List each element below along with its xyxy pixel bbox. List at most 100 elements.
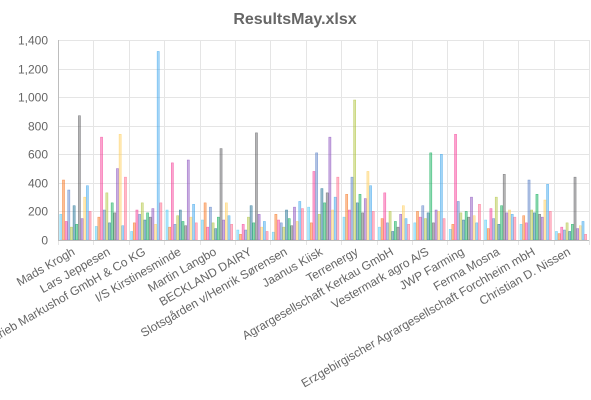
bar: [413, 222, 417, 241]
bar: [271, 231, 275, 241]
bar: [323, 202, 326, 241]
bar: [399, 214, 403, 241]
bar: [67, 189, 71, 241]
bar: [86, 185, 89, 241]
bar: [475, 222, 479, 241]
bar: [138, 214, 141, 241]
bar: [489, 208, 493, 241]
bar: [502, 174, 506, 241]
bar: [505, 212, 509, 241]
bar: [418, 216, 422, 241]
bar: [546, 184, 549, 241]
bar: [478, 204, 481, 241]
bar: [462, 219, 465, 241]
bar: [173, 224, 177, 241]
bar: [394, 221, 397, 241]
bar: [576, 228, 580, 241]
bar: [315, 152, 318, 241]
bar: [165, 209, 169, 241]
bar: [519, 224, 523, 241]
bar: [184, 225, 187, 241]
bar: [132, 222, 136, 241]
bar: [345, 194, 349, 241]
bar: [540, 216, 544, 241]
bar: [388, 211, 392, 241]
bar: [464, 211, 468, 241]
bar: [154, 224, 157, 241]
bar: [317, 214, 321, 241]
bar: [396, 226, 400, 241]
bar: [353, 99, 356, 241]
bar: [279, 222, 283, 241]
bar: [363, 198, 367, 241]
bar: [333, 196, 337, 241]
bar: [247, 216, 250, 241]
bar: [214, 228, 218, 241]
bar: [222, 219, 226, 241]
bar: [472, 215, 476, 241]
y-tick-label: 0: [41, 234, 48, 248]
bar: [325, 192, 329, 241]
bar: [424, 218, 427, 241]
bar: [404, 218, 408, 241]
bar: [571, 224, 574, 241]
bar: [148, 216, 152, 241]
bar: [64, 221, 68, 241]
y-tick-label: 1,000: [18, 91, 48, 105]
bar: [227, 215, 231, 241]
bar: [378, 226, 381, 241]
y-tick-label: 1,400: [18, 34, 48, 48]
bar: [263, 221, 266, 241]
bar: [348, 209, 351, 241]
bar: [494, 196, 498, 241]
bar: [59, 214, 63, 241]
bar: [189, 216, 193, 241]
bar: [371, 211, 375, 241]
bar: [391, 231, 395, 241]
y-axis-ticks: 0 200 400 600 800 1,000 1,200 1,400: [18, 34, 48, 248]
bar: [510, 214, 514, 241]
bar: [277, 219, 280, 241]
bar: [358, 194, 362, 241]
bar: [121, 225, 125, 241]
y-tick-label: 400: [28, 177, 48, 191]
bar: [274, 214, 278, 241]
bar: [535, 194, 539, 241]
bar: [249, 205, 253, 241]
bar: [194, 222, 198, 241]
axes: [58, 40, 589, 241]
bar: [557, 233, 561, 241]
bar: [342, 216, 346, 241]
bar: [159, 202, 163, 241]
bar: [217, 216, 220, 241]
bar: [565, 222, 569, 241]
bar: [102, 209, 106, 241]
bar: [168, 226, 172, 241]
bar: [386, 222, 389, 241]
bar: [265, 231, 269, 241]
y-tick-label: 1,200: [18, 63, 48, 77]
bar: [527, 179, 531, 241]
bar: [287, 218, 291, 241]
bar: [252, 222, 256, 241]
bar: [421, 205, 425, 241]
bar: [525, 222, 528, 241]
bar: [219, 148, 223, 241]
bar: [143, 219, 147, 241]
bar: [380, 218, 384, 241]
bar: [492, 218, 495, 241]
bar: [568, 231, 572, 241]
bar: [320, 188, 324, 241]
bar: [293, 206, 296, 241]
bar: [513, 216, 517, 241]
bar: [573, 176, 577, 241]
bar: [451, 224, 455, 241]
bar: [548, 211, 552, 241]
bar: [257, 214, 261, 241]
bar: [560, 226, 564, 241]
bar: [361, 212, 364, 241]
bar: [108, 222, 111, 241]
bar: [366, 171, 370, 241]
